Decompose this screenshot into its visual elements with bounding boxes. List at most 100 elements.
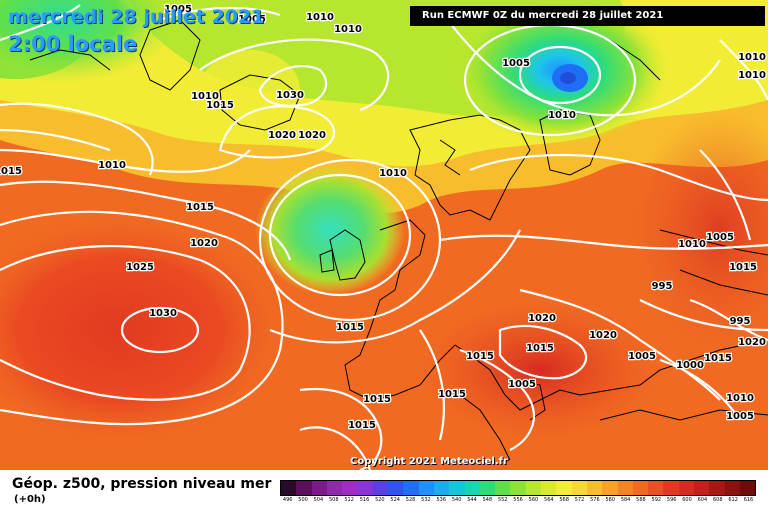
isobar-label: 1015 bbox=[348, 420, 376, 431]
scale-swatch bbox=[311, 481, 327, 495]
scale-label: 500 bbox=[298, 497, 308, 503]
isobar-label: 1015 bbox=[186, 202, 214, 213]
scale-label: 520 bbox=[375, 497, 385, 503]
scale-label: 564 bbox=[544, 497, 554, 503]
forecast-date: mercredi 28 juillet 2021 bbox=[8, 6, 265, 28]
isobar-label: 995 bbox=[730, 316, 751, 327]
isobar-label: 1005 bbox=[238, 14, 266, 25]
scale-swatch bbox=[388, 481, 404, 495]
scale-label: 580 bbox=[605, 497, 615, 503]
scale-label: 600 bbox=[682, 497, 692, 503]
isobar-label: 1025 bbox=[126, 262, 154, 273]
scale-swatch bbox=[663, 481, 679, 495]
isobar-label: 1015 bbox=[438, 389, 466, 400]
isobar-label: 1015 bbox=[704, 353, 732, 364]
color-scale-labels: 496 500 504 508 512 516 520 524 528 532 536 540 544 5… bbox=[280, 497, 756, 503]
isobar-label: 1000 bbox=[676, 360, 704, 371]
isobar-label: 1005 bbox=[164, 4, 192, 15]
scale-swatch bbox=[556, 481, 572, 495]
model-run-banner: Run ECMWF 0Z du mercredi 28 juillet 2021 bbox=[410, 6, 765, 26]
scale-label: 560 bbox=[528, 497, 539, 503]
scale-swatch bbox=[372, 481, 389, 495]
isobar-label: 1005 bbox=[628, 351, 656, 362]
scale-label: 556 bbox=[513, 497, 523, 503]
isobar-label: 1020 bbox=[589, 330, 617, 341]
isobar-label: 1005 bbox=[726, 411, 754, 422]
scale-swatch bbox=[525, 481, 542, 495]
isobar-label: 1005 bbox=[508, 379, 536, 390]
isobar-label: 1015 bbox=[466, 351, 494, 362]
isobar-label: 1020 bbox=[298, 130, 326, 141]
scale-label: 552 bbox=[497, 497, 508, 503]
scale-swatch bbox=[281, 481, 297, 495]
scale-label: 504 bbox=[313, 497, 324, 503]
scale-swatch bbox=[418, 481, 434, 495]
color-scale-bar bbox=[280, 480, 756, 496]
scale-swatch bbox=[678, 481, 695, 495]
isobar-label: 1020 bbox=[190, 238, 218, 249]
isobar-label: 1020 bbox=[268, 130, 296, 141]
isobar-label: 1010 bbox=[191, 91, 219, 102]
scale-label: 612 bbox=[728, 497, 738, 503]
scale-swatch bbox=[464, 481, 480, 495]
scale-label: 532 bbox=[421, 497, 431, 503]
copyright-notice: Copyright 2021 Meteociel.fr bbox=[350, 456, 508, 467]
scale-swatch bbox=[709, 481, 725, 495]
isobar-label: 1030 bbox=[276, 90, 304, 101]
scale-swatch bbox=[342, 481, 358, 495]
scale-label: 584 bbox=[620, 497, 631, 503]
scale-label: 516 bbox=[359, 497, 370, 503]
scale-label: 596 bbox=[666, 497, 677, 503]
scale-label: 508 bbox=[328, 497, 339, 503]
scale-swatch bbox=[602, 481, 618, 495]
scale-label: 540 bbox=[451, 497, 462, 503]
isobar-label: 1015 bbox=[729, 262, 757, 273]
scale-label: 548 bbox=[482, 497, 493, 503]
isobar-label: 1015 bbox=[0, 166, 22, 177]
scale-swatch bbox=[648, 481, 664, 495]
isobar-label: 1010 bbox=[726, 393, 754, 404]
scale-swatch bbox=[694, 481, 710, 495]
scale-swatch bbox=[403, 481, 419, 495]
scale-swatch bbox=[632, 481, 649, 495]
scale-swatch bbox=[495, 481, 511, 495]
scale-label: 544 bbox=[467, 497, 477, 503]
scale-label: 616 bbox=[743, 497, 754, 503]
scale-swatch bbox=[296, 481, 312, 495]
scale-swatch bbox=[724, 481, 740, 495]
isobar-label: 1010 bbox=[738, 70, 766, 81]
scale-label: 608 bbox=[712, 497, 723, 503]
isobar-label: 1020 bbox=[738, 337, 766, 348]
scale-label: 604 bbox=[697, 497, 708, 503]
legend-panel: Géop. z500, pression niveau mer (+0h) 49… bbox=[0, 470, 768, 512]
scale-label: 568 bbox=[559, 497, 569, 503]
scale-label: 592 bbox=[651, 497, 662, 503]
scale-swatch bbox=[449, 481, 465, 495]
scale-swatch bbox=[617, 481, 633, 495]
isobar-label: 1015 bbox=[206, 100, 234, 111]
scale-swatch bbox=[433, 481, 450, 495]
forecast-local-time: 2:00 locale bbox=[8, 32, 138, 56]
scale-swatch bbox=[479, 481, 496, 495]
isobar-label: 1010 bbox=[98, 160, 126, 171]
scale-swatch bbox=[571, 481, 587, 495]
legend-subtitle: (+0h) bbox=[14, 494, 46, 505]
isobar-label: 995 bbox=[652, 281, 673, 292]
isobar-label: 1005 bbox=[706, 232, 734, 243]
isobar-label: 1010 bbox=[379, 168, 407, 179]
isobar-label: 1010 bbox=[738, 52, 766, 63]
scale-label: 588 bbox=[636, 497, 646, 503]
isobar-label: 1015 bbox=[526, 343, 554, 354]
scale-label: 496 bbox=[282, 497, 293, 503]
isobar-label: 1010 bbox=[334, 24, 362, 35]
isobar-label: 1015 bbox=[336, 322, 364, 333]
scale-label: 512 bbox=[344, 497, 354, 503]
isobar-label: 1010 bbox=[306, 12, 334, 23]
scale-label: 572 bbox=[574, 497, 585, 503]
legend-title: Géop. z500, pression niveau mer bbox=[12, 476, 272, 492]
scale-label: 528 bbox=[405, 497, 416, 503]
scale-swatch bbox=[541, 481, 557, 495]
scale-label: 536 bbox=[436, 497, 447, 503]
isobar-label: 1030 bbox=[149, 308, 177, 319]
